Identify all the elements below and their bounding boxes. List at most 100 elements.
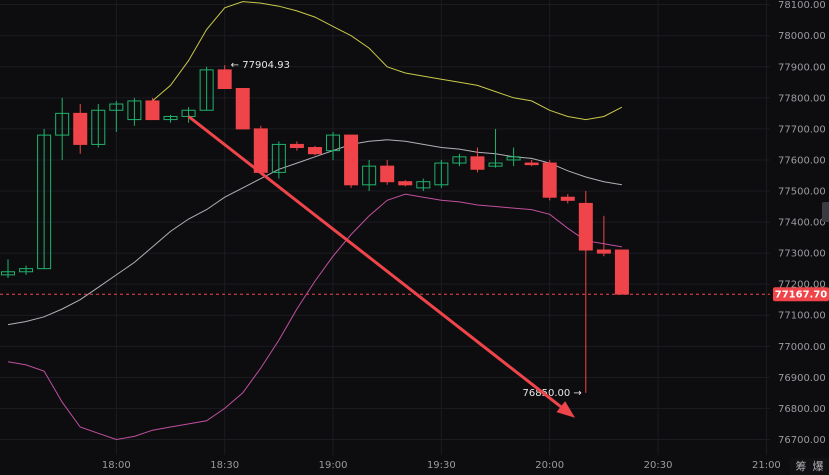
y-tick-label: 78100.00: [778, 0, 826, 11]
candle-up: [488, 128, 503, 168]
candle-body: [19, 268, 34, 273]
candle-down: [578, 191, 593, 393]
y-tick-label: 77100.00: [778, 311, 826, 322]
candle-body: [398, 181, 413, 186]
candle-body: [614, 249, 629, 295]
candle-body: [362, 165, 377, 186]
candle-body: [434, 162, 449, 186]
y-tick-label: 77900.00: [778, 62, 826, 73]
candle-body: [596, 249, 611, 254]
trend-arrow-head: [556, 401, 575, 418]
candle-down: [217, 65, 232, 90]
x-tick-label: 18:30: [210, 460, 239, 471]
candle-up: [55, 97, 70, 160]
trend-arrow-shaft: [187, 115, 562, 408]
candle-down: [614, 249, 629, 295]
x-tick-label: 20:00: [535, 460, 564, 471]
candle-body: [91, 109, 106, 145]
candle-up: [271, 141, 286, 179]
x-tick-label: 21:00: [752, 460, 781, 471]
axes: 78100.00 78000.00 77900.00 77800.00 77700.00…: [102, 0, 826, 471]
bollinger-bands: [7, 1, 623, 441]
candle-down: [307, 145, 322, 156]
middle-band-line: [7, 139, 622, 326]
candle-body: [344, 134, 359, 186]
candle-up: [163, 114, 178, 123]
low-annotation: 76850.00 →: [523, 388, 582, 399]
candle-body: [253, 128, 268, 173]
candle-down: [524, 159, 539, 167]
candle-body: [37, 134, 52, 270]
x-tick-label: 18:00: [102, 460, 131, 471]
candle-body: [380, 165, 395, 183]
y-tick-label: 77800.00: [778, 93, 826, 104]
candle-up: [109, 100, 124, 132]
candle-up: [0, 259, 16, 278]
candle-down: [145, 97, 160, 121]
candle-down: [398, 180, 413, 187]
candle-down: [344, 134, 359, 188]
y-tick-label: 77700.00: [778, 124, 826, 135]
corner-label-chips[interactable]: 筹: [795, 460, 807, 473]
y-tick-label: 76900.00: [778, 373, 826, 384]
current-price-label: 77167.70: [775, 290, 828, 301]
candle-body: [289, 143, 304, 149]
upper-band-line: [152, 1, 623, 121]
x-tick-label: 19:30: [427, 460, 456, 471]
candle-down: [596, 215, 611, 257]
candle-body: [326, 134, 341, 152]
y-tick-label: 77600.00: [778, 155, 826, 166]
candle-up: [199, 66, 214, 111]
candle-body: [217, 69, 232, 90]
candle-body: [73, 112, 88, 145]
candle-down: [560, 194, 575, 204]
candle-body: [506, 156, 521, 161]
y-tick-label: 77400.00: [778, 218, 826, 229]
candle-up: [37, 128, 52, 270]
candle-body: [416, 181, 431, 189]
candles: [0, 65, 629, 393]
y-tick-label: 77500.00: [778, 187, 826, 198]
annotations: 77167.70 ← 77904.93 76850.00 →: [0, 60, 829, 418]
candle-up: [19, 265, 34, 275]
candle-body: [307, 147, 322, 155]
x-tick-label: 19:00: [319, 460, 348, 471]
candle-body: [55, 112, 70, 136]
candle-down: [73, 104, 88, 154]
candle-up: [506, 147, 521, 167]
candle-down: [542, 159, 557, 201]
candle-up: [416, 178, 431, 192]
candle-body: [199, 69, 214, 111]
y-tick-label: 76800.00: [778, 404, 826, 415]
candle-body: [488, 162, 503, 167]
candle-up: [326, 131, 341, 160]
lower-band-line: [7, 193, 622, 441]
candle-body: [271, 143, 286, 173]
candle-body: [542, 162, 557, 198]
y-tick-label: 78000.00: [778, 31, 826, 42]
candle-up: [127, 97, 142, 126]
candle-down: [289, 141, 304, 151]
y-tick-label: 77300.00: [778, 249, 826, 260]
candle-body: [0, 271, 16, 276]
y-tick-label: 77200.00: [778, 280, 826, 291]
candle-body: [452, 156, 467, 164]
candle-body: [560, 196, 575, 201]
chart-side-handle[interactable]: [822, 202, 829, 222]
candle-down: [253, 125, 268, 173]
x-tick-label: 20:30: [644, 460, 673, 471]
candle-body: [524, 162, 539, 166]
candle-body: [145, 100, 160, 121]
candle-up: [452, 153, 467, 167]
corner-labels: 筹 爆: [790, 458, 829, 475]
candle-up: [434, 159, 449, 188]
candle-down: [380, 159, 395, 185]
y-tick-label: 77000.00: [778, 342, 826, 353]
candle-up: [91, 104, 106, 148]
candle-body: [109, 103, 124, 111]
candle-body: [163, 115, 178, 121]
candle-body: [127, 100, 142, 121]
candle-up: [362, 159, 377, 192]
gridlines: [0, 0, 770, 455]
corner-label-liquidation[interactable]: 爆: [812, 460, 824, 473]
